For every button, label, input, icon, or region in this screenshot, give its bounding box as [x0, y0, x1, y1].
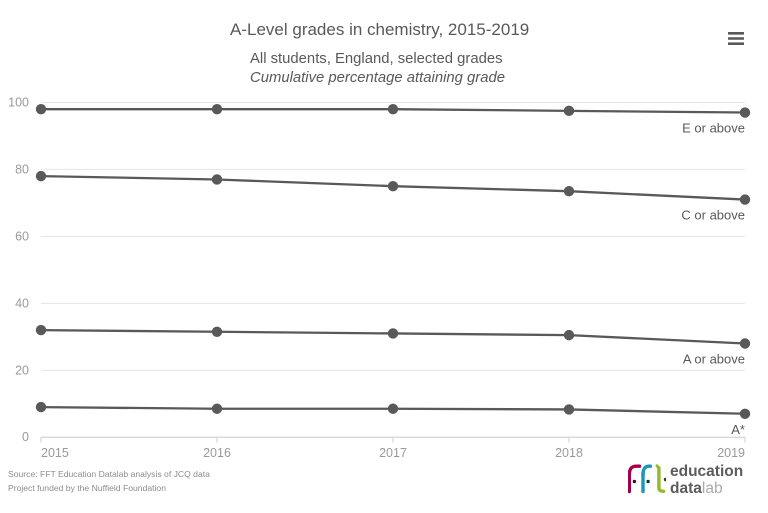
svg-text:2017: 2017 — [379, 446, 407, 460]
svg-text:100: 100 — [8, 95, 29, 109]
svg-text:C or above: C or above — [681, 208, 745, 223]
svg-text:2018: 2018 — [555, 446, 583, 460]
svg-text:A*: A* — [731, 422, 745, 437]
svg-text:80: 80 — [15, 162, 29, 176]
svg-text:E or above: E or above — [682, 121, 745, 136]
svg-text:2019: 2019 — [717, 446, 745, 460]
svg-text:0: 0 — [22, 430, 29, 444]
svg-text:40: 40 — [15, 296, 29, 310]
svg-text:2016: 2016 — [203, 446, 231, 460]
svg-text:2015: 2015 — [41, 446, 69, 460]
svg-text:20: 20 — [15, 363, 29, 377]
svg-text:60: 60 — [15, 229, 29, 243]
svg-text:A or above: A or above — [683, 351, 745, 366]
